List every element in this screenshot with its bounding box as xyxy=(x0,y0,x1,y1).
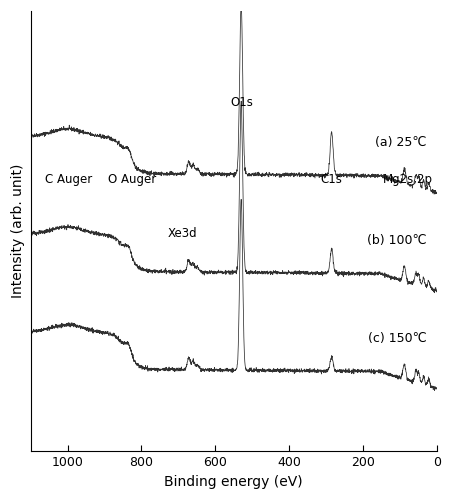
Text: (a) 25℃: (a) 25℃ xyxy=(374,136,426,149)
Text: O1s: O1s xyxy=(230,96,253,109)
Y-axis label: Intensity (arb. unit): Intensity (arb. unit) xyxy=(11,164,25,298)
Text: C1s: C1s xyxy=(320,173,342,186)
Text: C Auger: C Auger xyxy=(46,173,92,186)
Text: (b) 100℃: (b) 100℃ xyxy=(366,234,426,247)
Text: O Auger: O Auger xyxy=(108,173,156,186)
Text: (c) 150℃: (c) 150℃ xyxy=(367,332,426,345)
Text: Xe3d: Xe3d xyxy=(167,227,197,240)
X-axis label: Binding energy (eV): Binding energy (eV) xyxy=(164,475,303,489)
Text: Mg2s,2p: Mg2s,2p xyxy=(382,173,433,186)
